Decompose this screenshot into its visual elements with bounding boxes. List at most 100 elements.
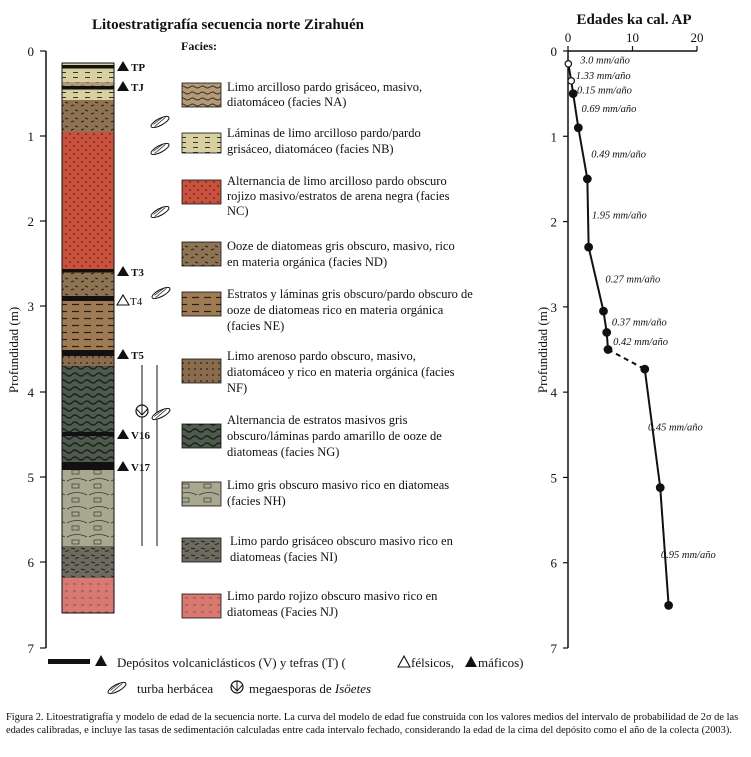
x-tick-label: 0 [565,30,572,45]
rate-annotation: 0.27 mm/año [605,275,660,286]
legend-peat-text: turba herbácea [137,681,213,696]
y-tick-label: 4 [551,385,558,400]
depth-tick-label: 0 [28,44,35,59]
facies-swatch-na [181,82,222,108]
y-tick-label: 6 [551,556,558,571]
data-point [602,328,612,337]
facies-text: Ooze de diatomeas gris obscuro, masivo, … [227,239,455,269]
megaspore-icon [230,680,244,694]
strat-depth-label: Profundidad (m) [6,307,21,393]
depth-tick-label: 5 [28,470,35,485]
data-point [640,364,650,374]
facies-heading: Facies: [181,39,217,53]
volcanic-bar-symbol [48,659,90,664]
rate-annotation: 0.69 mm/año [582,104,637,115]
depth-tick-label: 3 [28,299,35,314]
mafic-triangle-icon [465,656,477,667]
data-point [655,483,665,493]
x-tick-label: 10 [626,30,639,45]
facies-swatch-nc [181,179,222,205]
peat-icon [151,286,171,300]
rate-annotation: 1.33 mm/año [576,71,631,82]
x-tick-label: 20 [691,30,704,45]
tephra-label: TJ [131,82,144,94]
facies-text: Limo pardo grisáceo obscuro masivo rico … [230,534,454,564]
peat-icon [107,681,127,695]
tephra-label: V17 [131,462,150,474]
data-point [599,306,608,316]
felsic-triangle-icon [397,654,411,668]
facies-text: Alternancia de estratos masivos gris obsc… [227,413,442,459]
tephra-markers: TP TJ T3 T4 T5 V16 V17 [116,61,150,474]
peat-icon [150,115,170,129]
depth-tick-label: 1 [28,129,35,144]
symbol-legend: Depósitos volcaniclásticos (V) y tefras … [48,654,523,696]
figure-caption: Figura 2. Litoestratigrafía y modelo de … [6,712,739,737]
data-point [567,77,576,85]
facies-swatch-nb [181,132,222,154]
facies-text: Limo arenoso pardo obscuro, masivo, diato… [227,349,455,395]
tephra-label: T4 [130,296,143,308]
series-segment [607,348,646,370]
series-segment [586,178,590,248]
rate-annotation: 0.49 mm/año [591,149,646,160]
facies-text: Limo pardo rojizo obscuro masivo rico en… [227,589,438,619]
y-tick-label: 0 [551,44,558,59]
facies-text: Limo gris obscuro masivo rico en diatome… [227,478,449,508]
megaspore-icon [135,404,149,418]
legend-volcanic-text: Depósitos volcaniclásticos (V) y tefras … [117,655,346,670]
tephra-label: T3 [131,267,144,279]
data-point [568,89,578,99]
rate-annotation: 1.95 mm/año [592,211,647,222]
rate-annotation: 3.0 mm/año [579,56,630,67]
y-tick-label: 5 [551,470,558,485]
depth-tick-label: 7 [28,641,35,656]
series-segment [643,368,662,488]
facies-swatch-nj [181,593,222,619]
depth-tick-label: 4 [28,385,35,400]
data-point [584,242,594,252]
figure-canvas: Litoestratigrafía secuencia norte Zirahu… [6,12,716,696]
y-tick-label: 7 [551,641,558,656]
y-tick-label: 3 [551,300,558,315]
y-axis-label: Profundidad (m) [535,307,550,393]
rate-annotation: 0.37 mm/año [612,317,667,328]
series-segment [587,246,605,312]
data-point [664,600,674,610]
peat-icon [150,205,170,219]
facies-swatch-ng [181,423,222,449]
isoetes-range [135,365,158,546]
strat-depth-axis: 0 1 2 3 4 5 6 7 Profundidad (m) [6,44,47,656]
series-segment [577,127,589,180]
peat-markers [150,115,171,421]
age-depth-chart: 0 10 20 0 1 2 3 4 5 6 7 Profundidad (m) 3.0 mm/año 1.… [535,30,716,656]
series-segment [659,487,670,606]
facies-text: Estratos y láminas gris obscuro/pardo ob… [227,287,473,333]
rate-annotation: 0.15 mm/año [577,85,632,96]
mafic-triangle-icon [95,655,107,666]
legend-felsic-text: félsicos, [411,655,454,670]
legend-mafic-text: máficos) [478,655,523,670]
rate-annotation: 0.45 mm/año [648,422,703,433]
facies-text: Láminas de limo arcilloso pardo/pardo gri… [227,126,421,156]
facies-legend: Limo arcilloso pardo grisáceo, masivo, di… [181,80,473,619]
facies-text: Limo arcilloso pardo grisáceo, masivo, di… [227,80,422,109]
data-point [603,345,613,354]
rate-annotation: 0.95 mm/año [661,550,716,561]
facies-swatch-nf [181,358,222,384]
chart-title: Edades ka cal. AP [576,12,691,28]
legend-megaspores-text: megaesporas de Isöetes [249,681,371,696]
peat-icon [150,142,170,156]
tephra-label: V16 [131,430,150,442]
depth-tick-label: 6 [28,555,35,570]
tephra-label: T5 [131,350,144,362]
data-point [582,174,592,184]
facies-swatch-ni [181,537,222,563]
rate-annotation: 0.42 mm/año [613,337,668,348]
facies-swatch-ne [181,291,222,317]
tephra-label: TP [131,62,145,74]
y-tick-label: 1 [551,129,558,144]
series-segment [572,93,580,128]
strat-title: Litoestratigrafía secuencia norte Zirahu… [92,17,365,33]
data-point [564,59,573,68]
